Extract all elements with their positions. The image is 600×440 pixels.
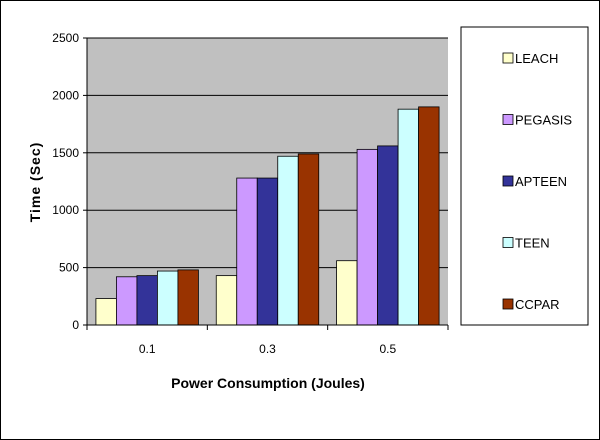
bars [95, 106, 440, 326]
bar-ccpar-0.5 [418, 106, 440, 326]
legend-label-teen: TEEN [515, 236, 550, 251]
bar-ccpar-0.3 [297, 153, 320, 326]
x-tick-label: 0.1 [139, 342, 156, 356]
legend: LEACH PEGASIS APTEEN TEEN CCPAR [460, 26, 589, 326]
y-tick-label: 2500 [52, 31, 79, 45]
bar-apteen-0.3 [256, 177, 279, 326]
y-tick-label: 0 [72, 318, 79, 332]
bar-apteen-0.5 [377, 145, 399, 326]
bar-teen-0.1 [157, 270, 179, 326]
y-tick-label: 500 [59, 261, 79, 275]
y-tick-label: 1500 [52, 146, 79, 160]
bar-leach-0.1 [95, 298, 117, 326]
y-tick-label: 2000 [52, 88, 79, 102]
x-axis-title: Power Consumption (Joules) [171, 375, 365, 391]
bar-pegasis-0.5 [356, 148, 378, 326]
legend-label-pegasis: PEGASIS [515, 113, 572, 128]
legend-swatch-leach [502, 52, 514, 64]
legend-label-leach: LEACH [515, 51, 558, 66]
bar-leach-0.3 [215, 275, 238, 326]
bar-pegasis-0.1 [116, 276, 138, 326]
legend-box [460, 26, 589, 326]
bar-teen-0.3 [277, 155, 299, 326]
x-tick-label: 0.3 [259, 342, 276, 356]
bar-apteen-0.1 [136, 275, 158, 326]
bar-pegasis-0.3 [236, 177, 258, 326]
legend-label-apteen: APTEEN [515, 174, 567, 189]
x-tick-label: 0.5 [379, 342, 396, 356]
legend-swatch-ccpar [502, 298, 514, 310]
bar-ccpar-0.1 [177, 269, 199, 326]
bar-leach-0.5 [336, 260, 358, 326]
legend-swatch-teen [502, 237, 514, 248]
legend-swatch-pegasis [502, 114, 514, 125]
legend-swatch-apteen [502, 175, 514, 187]
legend-label-ccpar: CCPAR [515, 297, 560, 312]
axes: 0 500 1000 1500 2000 2500 0.1 0.3 0.5 [52, 31, 449, 356]
y-axis-title: Time (Sec) [27, 142, 43, 223]
bar-teen-0.5 [397, 108, 419, 326]
y-tick-label: 1000 [52, 203, 79, 217]
